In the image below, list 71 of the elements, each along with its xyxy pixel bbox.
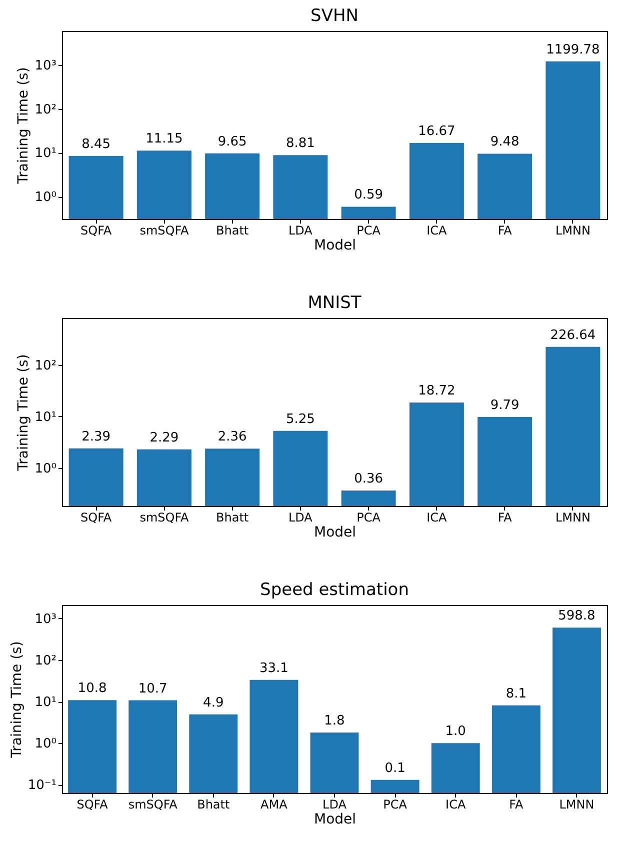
y-tick-label: 10¹ xyxy=(34,410,56,425)
data-label: 8.1 xyxy=(506,686,527,702)
data-label: 8.81 xyxy=(286,136,315,152)
data-label: 1199.78 xyxy=(546,42,600,58)
x-tick-label: smSQFA xyxy=(128,798,178,812)
data-label: 11.15 xyxy=(146,132,183,147)
data-label: 10.7 xyxy=(138,681,168,696)
data-label: 598.8 xyxy=(558,608,596,624)
data-label: 0.36 xyxy=(354,472,384,487)
y-tick-label: 10⁰ xyxy=(34,461,56,476)
x-tick-label: LMNN xyxy=(555,510,590,524)
x-tick-label: FA xyxy=(498,510,513,524)
y-tick-label: 10³ xyxy=(34,612,56,627)
x-tick-label: Bhatt xyxy=(216,224,249,238)
x-tick-label: smSQFA xyxy=(140,510,190,524)
data-label: 0.1 xyxy=(384,760,406,776)
x-axis-title: Model xyxy=(314,524,356,540)
y-tick-label: 10⁰ xyxy=(34,190,56,206)
data-label: 0.59 xyxy=(354,188,384,203)
data-label: 1.8 xyxy=(324,713,345,728)
x-axis-title: Model xyxy=(314,812,356,828)
x-tick-label: LMNN xyxy=(559,798,594,812)
data-label: 9.65 xyxy=(218,134,247,150)
chart-title: MNIST xyxy=(308,293,362,313)
x-tick-label: SQFA xyxy=(76,798,109,812)
x-tick-label: LDA xyxy=(322,798,348,812)
y-tick-label: 10² xyxy=(34,102,56,118)
x-tick-label: LDA xyxy=(288,510,314,524)
data-label: 5.25 xyxy=(286,412,315,427)
y-axis-title: Training Time (s) xyxy=(8,641,25,759)
x-tick-label: FA xyxy=(509,798,524,812)
y-tick-label: 10³ xyxy=(34,58,56,74)
y-tick-label: 10¹ xyxy=(34,146,56,162)
chart-title: SVHN xyxy=(310,6,358,26)
y-axis-title: Training Time (s) xyxy=(16,354,32,472)
x-tick-label: SQFA xyxy=(80,510,112,524)
data-label: 10.8 xyxy=(78,681,107,696)
x-tick-label: Bhatt xyxy=(197,798,230,812)
data-label: 8.45 xyxy=(82,136,111,152)
x-axis-title: Model xyxy=(314,238,356,254)
data-label: 9.48 xyxy=(490,134,520,150)
x-tick-label: LDA xyxy=(288,224,314,238)
x-tick-label: AMA xyxy=(260,798,288,812)
data-label: 2.39 xyxy=(82,429,111,444)
x-tick-label: PCA xyxy=(383,798,408,812)
x-tick-label: PCA xyxy=(356,510,382,524)
x-tick-label: LMNN xyxy=(555,224,590,238)
data-label: 1.0 xyxy=(445,724,466,740)
data-label: 4.9 xyxy=(203,695,224,710)
x-tick-label: PCA xyxy=(356,224,382,238)
y-tick-label: 10¹ xyxy=(34,695,56,710)
x-tick-label: smSQFA xyxy=(140,224,190,238)
data-label: 16.67 xyxy=(418,124,456,139)
x-tick-label: Bhatt xyxy=(216,510,249,524)
x-tick-label: SQFA xyxy=(80,224,112,238)
data-label: 9.79 xyxy=(490,398,520,413)
x-tick-label: FA xyxy=(498,224,513,238)
x-tick-label: ICA xyxy=(426,224,448,238)
chart-title: Speed estimation xyxy=(260,580,409,600)
data-label: 2.29 xyxy=(150,430,179,446)
data-label: 18.72 xyxy=(418,384,456,398)
y-tick-label: 10⁻¹ xyxy=(28,778,56,794)
data-label: 2.36 xyxy=(218,430,247,445)
y-tick-label: 10² xyxy=(34,653,56,668)
y-tick-label: 10² xyxy=(34,358,56,374)
x-tick-label: ICA xyxy=(446,798,466,812)
y-axis-title: Training Time (s) xyxy=(16,67,32,185)
y-tick-label: 10⁰ xyxy=(34,736,56,752)
x-tick-label: ICA xyxy=(426,510,448,524)
data-label: 33.1 xyxy=(259,660,288,676)
data-label: 226.64 xyxy=(550,328,596,343)
